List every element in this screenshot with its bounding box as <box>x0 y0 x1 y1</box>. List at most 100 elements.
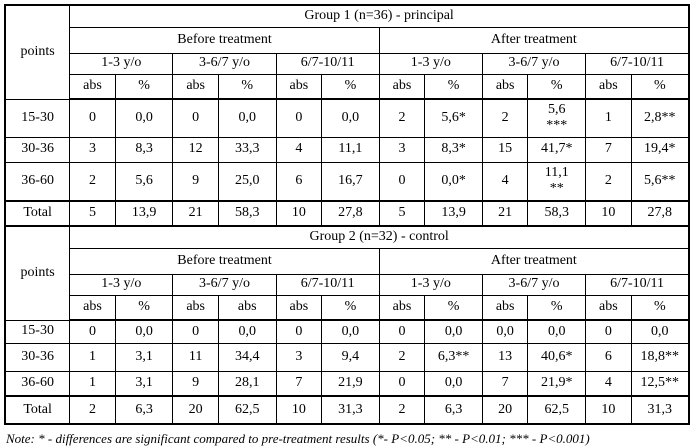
measure-header: abs <box>585 294 632 321</box>
value-cell: 3 <box>275 342 323 372</box>
measure-header: abs <box>69 73 116 100</box>
measure-header: abs <box>585 73 632 100</box>
table-row: 15-30 0 0,0 0 0,0 0 0,0 0 0,0 0,0 0,0 0 … <box>4 319 690 344</box>
measure-header: abs <box>275 294 323 321</box>
value-cell: 13,9 <box>114 200 174 227</box>
group-2-title: Group 2 (n=32) - control <box>69 225 690 249</box>
table-row: 36-60 1 3,1 9 28,1 7 21,9 0 0,0 7 21,9* … <box>4 370 690 397</box>
value-cell: 0,0 <box>424 370 483 397</box>
value-cell: 16,7 <box>321 161 380 202</box>
value-cell: 8,3* <box>424 136 483 163</box>
value-cell: 33,3 <box>217 136 277 163</box>
measure-header: abs <box>481 73 529 100</box>
value-cell: 0,0 <box>321 319 380 344</box>
table-row: Total 5 13,9 21 58,3 10 27,8 5 13,9 21 5… <box>4 200 690 227</box>
measure-header: abs <box>378 73 426 100</box>
value-cell: 20 <box>481 395 529 425</box>
value-cell: 18,8** <box>630 342 690 372</box>
table-row: abs % abs % abs % abs % abs % abs % <box>5 73 690 100</box>
value-cell: 6,3** <box>424 342 483 372</box>
measure-header: % <box>630 73 690 100</box>
value-cell: 40,6* <box>527 342 587 372</box>
value-cell: 2 <box>378 98 426 138</box>
value-cell: 0,0* <box>424 161 483 202</box>
value-cell: 13 <box>481 342 529 372</box>
value-cell: 2 <box>69 395 116 425</box>
value-cell: 12 <box>172 136 219 163</box>
value-cell: 4 <box>585 370 632 397</box>
value-cell: 0,0 <box>481 319 529 344</box>
points-range-cell: 15-30 <box>4 98 71 138</box>
measure-header: % <box>114 73 174 100</box>
value-cell: 8,3 <box>114 136 174 163</box>
value-cell: 13,9 <box>424 200 483 227</box>
value-cell: 0 <box>378 161 426 202</box>
points-column-header: points <box>4 225 71 321</box>
value-cell: 0 <box>172 98 219 138</box>
measure-header: % <box>217 73 277 100</box>
value-cell: 1 <box>69 370 116 397</box>
value-cell: 0,0 <box>217 98 277 138</box>
value-cell: 19,4* <box>630 136 690 163</box>
value-cell: 9 <box>172 161 219 202</box>
table-row: 15-30 0 0,0 0 0,0 0 0,0 2 5,6* 2 5,6 ***… <box>4 98 690 138</box>
value-cell: 5 <box>69 200 116 227</box>
value-cell: 9,4 <box>321 342 380 372</box>
group-1-section: points Group 1 (n=36) - principal Before… <box>4 4 690 227</box>
table-row: abs % abs abs abs % abs % abs % abs % <box>5 294 690 321</box>
value-cell: 0,0 <box>424 319 483 344</box>
value-cell: 4 <box>275 136 323 163</box>
value-cell: 2 <box>378 342 426 372</box>
value-cell: 0 <box>69 319 116 344</box>
measure-header: abs <box>172 73 219 100</box>
value-cell: 5,6* <box>424 98 483 138</box>
value-cell: 41,7* <box>527 136 587 163</box>
table-row: Before treatment After treatment <box>5 26 690 54</box>
value-cell: 12,5** <box>630 370 690 397</box>
age-group-header: 3-6/7 y/o <box>481 273 587 296</box>
value-cell: 5,6 <box>114 161 174 202</box>
age-group-header: 3-6/7 y/o <box>172 273 277 296</box>
value-cell: 6,3 <box>424 395 483 425</box>
value-cell: 21,9 <box>321 370 380 397</box>
value-cell: 0 <box>275 98 323 138</box>
value-cell: 4 <box>481 161 529 202</box>
treatment-results-table: points Group 1 (n=36) - principal Before… <box>4 4 690 425</box>
age-group-header: 6/7-10/11 <box>275 52 380 75</box>
value-cell: 9 <box>172 370 219 397</box>
value-cell: 27,8 <box>630 200 690 227</box>
value-cell: 6 <box>275 161 323 202</box>
value-cell: 0 <box>378 370 426 397</box>
value-cell: 5 <box>378 200 426 227</box>
value-cell: 20 <box>172 395 219 425</box>
after-treatment-header: After treatment <box>378 26 690 54</box>
value-cell: 3 <box>69 136 116 163</box>
table-row: points Group 1 (n=36) - principal <box>4 4 690 100</box>
measure-header: % <box>630 294 690 321</box>
value-cell: 2 <box>69 161 116 202</box>
measure-header: % <box>114 294 174 321</box>
value-cell: 28,1 <box>217 370 277 397</box>
value-cell: 3,1 <box>114 370 174 397</box>
value-cell: 7 <box>585 136 632 163</box>
significance-note: Note: * - differences are significant co… <box>6 431 590 446</box>
measure-header: abs <box>217 294 277 321</box>
measure-header: abs <box>69 294 116 321</box>
value-cell: 10 <box>585 200 632 227</box>
table-row: Before treatment After treatment <box>5 247 690 275</box>
age-group-header: 1-3 y/o <box>69 52 174 75</box>
points-range-cell: Total <box>4 395 71 425</box>
measure-header: % <box>527 73 587 100</box>
value-cell: 31,3 <box>630 395 690 425</box>
value-cell: 62,5 <box>217 395 277 425</box>
age-group-header: 6/7-10/11 <box>275 273 380 296</box>
value-cell: 31,3 <box>321 395 380 425</box>
value-cell: 0 <box>585 319 632 344</box>
value-cell: 1 <box>69 342 116 372</box>
value-cell: 3,1 <box>114 342 174 372</box>
value-cell: 0,0 <box>527 319 587 344</box>
table-row: 30-36 3 8,3 12 33,3 4 11,1 3 8,3* 15 41,… <box>4 136 690 163</box>
value-cell: 5,6** <box>630 161 690 202</box>
value-cell: 21 <box>481 200 529 227</box>
